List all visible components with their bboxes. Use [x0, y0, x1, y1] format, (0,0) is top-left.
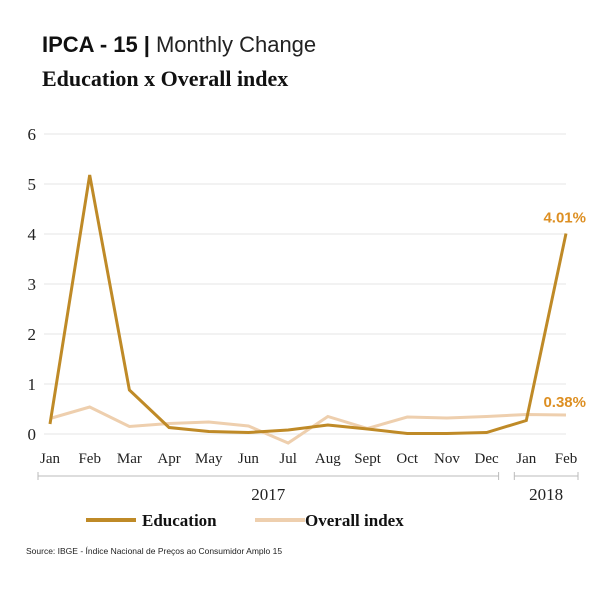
- line-chart: 0 1 2 3 4 5 6 Jan Feb Mar Apr May Jun Jul Aug Sept Oct No…: [28, 125, 587, 530]
- title-main: IPCA - 15: [42, 32, 138, 57]
- x-tick-label: Aug: [315, 451, 341, 467]
- y-tick-label: 3: [28, 275, 37, 294]
- x-tick-label: May: [195, 451, 223, 467]
- chart-title: IPCA - 15 | Monthly Change: [42, 32, 316, 58]
- title-suffix: Monthly Change: [155, 32, 317, 57]
- series-line-education: [48, 174, 568, 435]
- x-tick-label: Oct: [396, 451, 418, 467]
- x-tick-label: Jul: [279, 451, 297, 467]
- x-tick-label: Apr: [157, 451, 180, 467]
- y-tick-label: 1: [28, 375, 37, 394]
- y-tick-label: 0: [28, 425, 37, 444]
- x-tick-label: Jun: [238, 451, 259, 467]
- x-tick-label: Mar: [117, 451, 142, 467]
- series-line-overall-index: [49, 405, 567, 445]
- x-tick-label: Jan: [40, 451, 60, 467]
- source-note: Source: IBGE - Índice Nacional de Preços…: [26, 546, 283, 556]
- y-tick-label: 6: [28, 125, 37, 144]
- x-tick-label: Feb: [555, 451, 578, 467]
- y-tick-label: 2: [28, 325, 37, 344]
- year-label: 2017: [251, 485, 286, 504]
- end-label-overall-index: 0.38%: [543, 394, 586, 411]
- x-tick-label: Dec: [475, 451, 499, 467]
- x-tick-label: Nov: [434, 451, 460, 467]
- y-tick-label: 4: [28, 225, 37, 244]
- legend-item-education-label: Education: [142, 511, 217, 530]
- title-separator: |: [143, 32, 150, 57]
- x-tick-label: Jan: [516, 451, 536, 467]
- end-label-education: 4.01%: [543, 210, 586, 227]
- legend-item-overall-index-label: Overall index: [305, 511, 404, 530]
- chart-subtitle: Education x Overall index: [42, 66, 289, 91]
- x-tick-label: Sept: [354, 451, 382, 467]
- year-label: 2018: [529, 485, 563, 504]
- x-tick-label: Feb: [78, 451, 101, 467]
- y-tick-label: 5: [28, 175, 37, 194]
